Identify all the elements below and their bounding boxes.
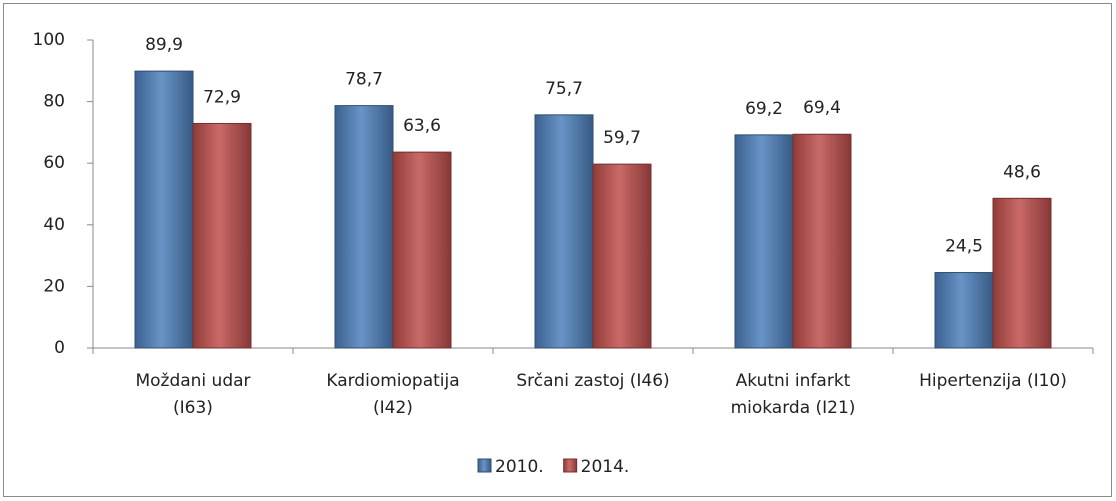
legend-swatch — [477, 458, 492, 473]
data-label: 89,9 — [145, 35, 183, 55]
data-label: 69,4 — [803, 98, 841, 118]
data-label: 48,6 — [1003, 162, 1041, 182]
bar — [392, 151, 452, 349]
bar — [734, 134, 794, 349]
x-tick-label: Moždani udar (I63) — [135, 371, 251, 418]
data-label: 63,6 — [403, 116, 441, 136]
data-label: 72,9 — [203, 87, 241, 107]
data-label: 78,7 — [345, 70, 383, 90]
bar — [134, 70, 194, 349]
bar — [792, 133, 852, 349]
bar — [192, 122, 252, 349]
bar — [992, 197, 1052, 349]
data-label: 69,2 — [745, 99, 783, 119]
bar — [334, 105, 394, 349]
data-label: 24,5 — [945, 237, 983, 257]
bar — [592, 163, 652, 349]
legend-label: 2014. — [581, 457, 630, 477]
data-label: 59,7 — [603, 128, 641, 148]
legend-swatch — [563, 458, 578, 473]
y-tick-label: 80 — [43, 92, 65, 112]
y-tick-label: 60 — [43, 153, 65, 173]
y-tick-label: 0 — [54, 338, 65, 358]
y-tick-label: 20 — [43, 276, 65, 296]
x-tick-label: Hipertenzija (I10) — [919, 371, 1067, 391]
y-tick-label: 100 — [33, 30, 65, 50]
legend-label: 2010. — [495, 457, 544, 477]
x-tick-label: Srčani zastoj (I46) — [516, 371, 670, 391]
y-tick-label: 40 — [43, 215, 65, 235]
bar — [534, 114, 594, 349]
data-label: 75,7 — [545, 79, 583, 99]
bar — [934, 272, 994, 349]
x-tick-label: Kardiomiopatija (I42) — [326, 371, 460, 418]
x-tick-label: Akutni infarkt miokarda (I21) — [730, 371, 856, 418]
